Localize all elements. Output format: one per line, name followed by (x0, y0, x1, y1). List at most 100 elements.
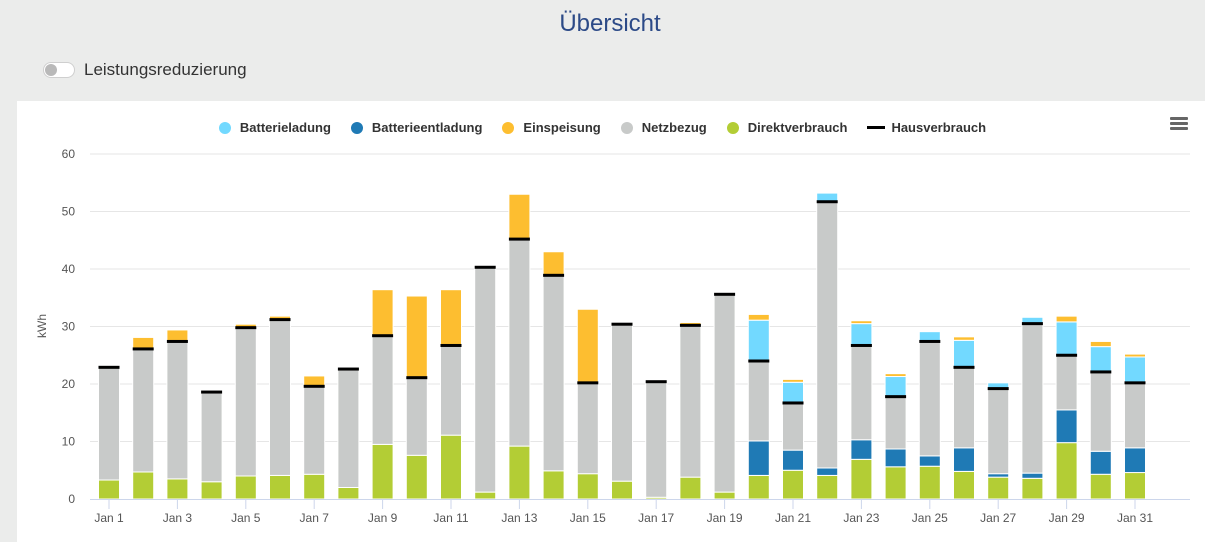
bar-group-jan-22[interactable] (816, 192, 839, 500)
bar-segment-netzbezug[interactable] (303, 385, 326, 475)
hausverbrauch-marker[interactable] (474, 265, 496, 269)
bar-segment-einspeisung[interactable] (782, 378, 804, 383)
bar-segment-direktverbrauch[interactable] (234, 475, 257, 500)
hausverbrauch-marker[interactable] (748, 359, 770, 363)
bar-segment-einspeisung[interactable] (508, 193, 531, 240)
bar-segment-netzbezug[interactable] (1089, 371, 1112, 452)
bar-segment-netzbezug[interactable] (747, 360, 770, 442)
bar-segment-netzbezug[interactable] (200, 391, 223, 483)
bar-segment-direktverbrauch[interactable] (713, 491, 736, 500)
bar-segment-netzbezug[interactable] (542, 274, 565, 472)
hausverbrauch-marker[interactable] (885, 395, 907, 399)
hausverbrauch-marker[interactable] (679, 323, 701, 327)
hausverbrauch-marker[interactable] (98, 365, 120, 369)
hausverbrauch-marker[interactable] (577, 381, 599, 385)
legend-item-direktverbrauch[interactable]: Direktverbrauch (726, 120, 847, 135)
bar-segment-netzbezug[interactable] (474, 266, 497, 493)
legend-item-batterieladung[interactable]: Batterieladung (218, 120, 331, 135)
bar-segment-direktverbrauch[interactable] (371, 443, 394, 500)
bar-segment-batterieentladung[interactable] (953, 447, 975, 472)
bar-segment-netzbezug[interactable] (405, 377, 428, 456)
bar-segment-batterieladung[interactable] (850, 323, 873, 346)
bar-segment-batterieladung[interactable] (1089, 346, 1112, 373)
bar-segment-batterieentladung[interactable] (1055, 409, 1078, 444)
bar-segment-batterieentladung[interactable] (850, 439, 873, 460)
bar-segment-batterieentladung[interactable] (884, 448, 907, 468)
bar-segment-direktverbrauch[interactable] (269, 474, 291, 500)
bar-group-jan-1[interactable] (98, 365, 120, 500)
hausverbrauch-marker[interactable] (1090, 370, 1112, 374)
bar-group-jan-12[interactable] (474, 265, 497, 500)
bar-segment-netzbezug[interactable] (1021, 323, 1044, 474)
bar-segment-direktverbrauch[interactable] (611, 480, 633, 500)
bar-group-jan-3[interactable] (166, 329, 189, 500)
bar-segment-direktverbrauch[interactable] (440, 434, 462, 500)
bar-segment-einspeisung[interactable] (576, 308, 599, 384)
bar-group-jan-18[interactable] (679, 321, 702, 500)
bar-segment-netzbezug[interactable] (234, 327, 257, 477)
hausverbrauch-marker[interactable] (1021, 322, 1043, 326)
bar-segment-direktverbrauch[interactable] (303, 473, 326, 500)
bar-segment-einspeisung[interactable] (1055, 315, 1078, 323)
bar-group-jan-31[interactable] (1124, 353, 1146, 500)
bar-segment-direktverbrauch[interactable] (953, 470, 975, 500)
bar-group-jan-30[interactable] (1089, 340, 1112, 500)
bar-segment-netzbezug[interactable] (816, 201, 839, 469)
hausverbrauch-marker[interactable] (269, 318, 291, 322)
bar-group-jan-26[interactable] (953, 336, 975, 500)
bar-segment-direktverbrauch[interactable] (474, 491, 497, 500)
bar-group-jan-11[interactable] (440, 289, 462, 500)
bar-group-jan-9[interactable] (371, 289, 394, 500)
bar-segment-batterieentladung[interactable] (747, 440, 770, 476)
bar-segment-einspeisung[interactable] (371, 289, 394, 337)
bar-segment-netzbezug[interactable] (269, 319, 291, 476)
bar-group-jan-27[interactable] (987, 382, 1010, 500)
bar-group-jan-7[interactable] (303, 375, 326, 500)
hausverbrauch-marker[interactable] (372, 334, 394, 338)
bar-group-jan-29[interactable] (1055, 315, 1078, 500)
bar-group-jan-15[interactable] (576, 308, 599, 500)
bar-segment-netzbezug[interactable] (508, 238, 531, 447)
bar-segment-batterieladung[interactable] (782, 381, 804, 404)
bar-segment-einspeisung[interactable] (884, 373, 907, 378)
bar-segment-batterieentladung[interactable] (1089, 450, 1112, 475)
bar-segment-netzbezug[interactable] (713, 293, 736, 493)
bar-segment-batterieentladung[interactable] (1021, 472, 1044, 479)
bar-segment-einspeisung[interactable] (303, 375, 326, 387)
bar-segment-direktverbrauch[interactable] (918, 465, 941, 500)
bar-segment-batterieladung[interactable] (1055, 321, 1078, 356)
bar-segment-netzbezug[interactable] (1055, 354, 1078, 411)
leistungsreduzierung-toggle[interactable] (43, 62, 75, 78)
bar-segment-direktverbrauch[interactable] (850, 458, 873, 500)
bar-segment-netzbezug[interactable] (166, 340, 189, 480)
bar-segment-netzbezug[interactable] (679, 324, 702, 478)
bar-segment-einspeisung[interactable] (850, 320, 873, 325)
bar-segment-netzbezug[interactable] (953, 366, 975, 449)
bar-group-jan-8[interactable] (337, 367, 360, 500)
bar-group-jan-10[interactable] (405, 295, 428, 500)
bar-group-jan-24[interactable] (884, 373, 907, 500)
bar-segment-direktverbrauch[interactable] (679, 476, 702, 500)
bar-segment-netzbezug[interactable] (611, 323, 633, 482)
bar-group-jan-14[interactable] (542, 251, 565, 500)
bar-segment-direktverbrauch[interactable] (542, 470, 565, 500)
bar-segment-batterieladung[interactable] (884, 376, 907, 398)
bar-segment-netzbezug[interactable] (371, 335, 394, 445)
bar-segment-direktverbrauch[interactable] (782, 469, 804, 500)
bar-segment-direktverbrauch[interactable] (166, 478, 189, 500)
bar-segment-direktverbrauch[interactable] (405, 454, 428, 500)
bar-group-jan-16[interactable] (611, 322, 633, 500)
bar-segment-direktverbrauch[interactable] (200, 481, 223, 500)
hausverbrauch-marker[interactable] (987, 387, 1009, 391)
bar-group-jan-13[interactable] (508, 193, 531, 500)
hausverbrauch-marker[interactable] (782, 401, 804, 405)
bar-segment-batterieentladung[interactable] (918, 455, 941, 467)
bar-segment-batterieladung[interactable] (747, 319, 770, 362)
hausverbrauch-marker[interactable] (1056, 353, 1078, 357)
bar-segment-direktverbrauch[interactable] (1021, 477, 1044, 500)
bar-group-jan-21[interactable] (782, 378, 804, 500)
bar-segment-direktverbrauch[interactable] (747, 474, 770, 500)
hausverbrauch-marker[interactable] (166, 339, 188, 343)
bar-segment-batterieentladung[interactable] (782, 449, 804, 471)
bar-segment-batterieentladung[interactable] (1124, 447, 1146, 474)
